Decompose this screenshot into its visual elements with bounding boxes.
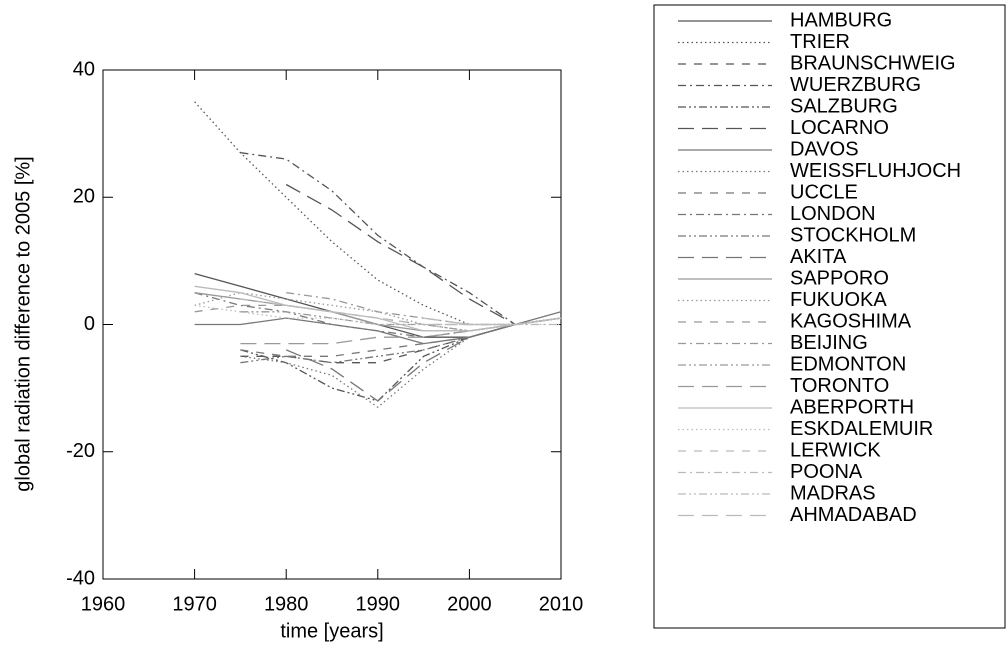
x-tick-label: 1970 bbox=[172, 593, 217, 615]
legend-label: SAPPORO bbox=[790, 267, 889, 289]
y-tick-label: 0 bbox=[84, 313, 95, 335]
legend-label: AHMADABAD bbox=[790, 504, 917, 526]
legend-label: BEIJING bbox=[790, 332, 868, 354]
legend-label: EDMONTON bbox=[790, 353, 906, 375]
y-tick-label: 40 bbox=[73, 58, 95, 80]
series-line bbox=[194, 304, 562, 326]
legend-label: TRIER bbox=[790, 31, 850, 53]
legend-label: FUKUOKA bbox=[790, 289, 887, 311]
legend-label: WEISSFLUHJOCH bbox=[790, 160, 961, 182]
series-line bbox=[240, 298, 562, 326]
legend-label: ABERPORTH bbox=[790, 396, 914, 418]
x-axis-label: time [years] bbox=[280, 620, 383, 642]
legend-label: ESKDALEMUIR bbox=[790, 418, 933, 440]
legend-label: KAGOSHIMA bbox=[790, 310, 912, 332]
legend-box bbox=[653, 4, 1006, 629]
series-line bbox=[194, 101, 562, 326]
legend-label: AKITA bbox=[790, 246, 847, 268]
series-line bbox=[285, 183, 562, 326]
legend-label: BRAUNSCHWEIG bbox=[790, 52, 956, 74]
legend-label: HAMBURG bbox=[790, 9, 892, 31]
series-line bbox=[423, 317, 562, 326]
y-tick-label: -20 bbox=[66, 440, 95, 462]
legend-label: POONA bbox=[790, 461, 863, 483]
legend-label: MADRAS bbox=[790, 482, 876, 504]
series-line bbox=[240, 317, 562, 364]
series-line bbox=[240, 317, 562, 409]
x-tick-label: 1990 bbox=[356, 593, 401, 615]
legend-label: SALZBURG bbox=[790, 95, 898, 117]
legend-label: DAVOS bbox=[790, 138, 859, 160]
series-line bbox=[194, 292, 562, 338]
x-tick-label: 2000 bbox=[447, 593, 492, 615]
series-line bbox=[240, 317, 562, 357]
y-tick-label: 20 bbox=[73, 186, 95, 208]
x-tick-label: 1960 bbox=[81, 593, 126, 615]
legend-label: STOCKHOLM bbox=[790, 224, 916, 246]
legend-label: WUERZBURG bbox=[790, 74, 921, 96]
legend-label: TORONTO bbox=[790, 375, 889, 397]
y-tick-label: -40 bbox=[66, 567, 95, 589]
series-line bbox=[194, 304, 561, 326]
series-line bbox=[240, 152, 562, 326]
series-line bbox=[286, 292, 562, 326]
legend-label: LONDON bbox=[790, 203, 876, 225]
legend-label: UCCLE bbox=[790, 181, 858, 203]
series-line bbox=[423, 323, 561, 332]
x-tick-label: 1980 bbox=[264, 593, 309, 615]
y-axis-label: global radiation difference to 2005 [%] bbox=[12, 156, 34, 491]
x-tick-label: 2010 bbox=[539, 593, 584, 615]
legend-label: LERWICK bbox=[790, 439, 881, 461]
legend-label: LOCARNO bbox=[790, 117, 889, 139]
